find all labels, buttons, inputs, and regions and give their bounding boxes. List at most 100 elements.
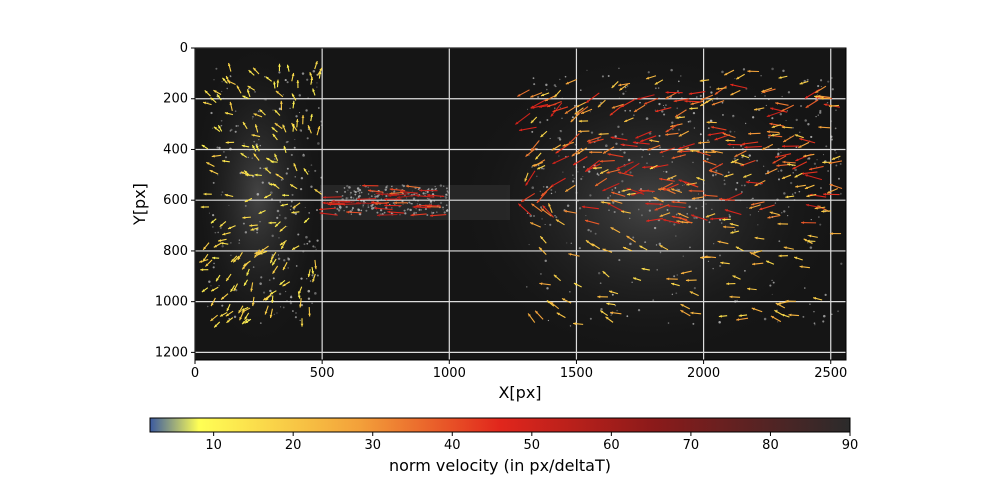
particle: [403, 209, 406, 212]
velocity-arrow: [599, 159, 615, 163]
colorbar-tick-label: 10: [205, 438, 222, 453]
particle: [270, 191, 273, 194]
particle: [771, 67, 774, 71]
velocity-arrow: [806, 193, 817, 198]
particle: [781, 95, 783, 98]
velocity-arrow: [248, 69, 255, 76]
velocity-arrow: [704, 150, 716, 154]
particle: [295, 265, 298, 267]
velocity-arrow: [598, 132, 609, 136]
velocity-arrow: [761, 143, 774, 151]
velocity-arrow: [626, 192, 636, 196]
particle: [782, 69, 785, 73]
particle: [311, 274, 314, 277]
particle: [654, 87, 657, 90]
velocity-arrow: [249, 224, 258, 227]
velocity-arrow: [680, 309, 691, 317]
velocity-arrow: [718, 197, 735, 201]
velocity-arrow: [778, 75, 788, 79]
particle: [360, 209, 363, 212]
particle: [426, 214, 429, 217]
particle: [818, 216, 820, 218]
particle: [230, 254, 232, 257]
particle: [652, 299, 655, 302]
velocity-arrow: [561, 297, 572, 304]
velocity-arrow: [619, 83, 628, 91]
particle: [693, 216, 696, 220]
particle: [665, 104, 667, 107]
particle: [289, 209, 292, 211]
y-axis-label: Y[px]: [130, 183, 149, 226]
velocity-arrow: [663, 183, 679, 191]
particle: [235, 125, 238, 127]
particle: [278, 237, 280, 239]
velocity-arrow: [588, 138, 604, 144]
velocity-arrow: [778, 254, 788, 258]
particle: [344, 190, 347, 193]
velocity-arrow: [217, 238, 227, 242]
particle: [765, 104, 767, 106]
particle: [278, 214, 281, 216]
velocity-arrow: [293, 162, 298, 172]
velocity-arrow: [592, 166, 602, 170]
particle: [259, 221, 261, 223]
particle: [709, 86, 712, 88]
velocity-arrow: [781, 125, 793, 129]
velocity-arrow: [292, 202, 301, 209]
particle: [346, 184, 349, 188]
colorbar-tick-label: 80: [762, 438, 779, 453]
particle: [693, 287, 696, 290]
velocity-arrow: [803, 153, 815, 158]
velocity-arrow: [804, 174, 823, 181]
particle: [277, 257, 281, 261]
particle: [305, 235, 308, 239]
particle: [247, 88, 250, 90]
velocity-arrow: [282, 261, 288, 271]
particle: [802, 315, 805, 318]
particle: [718, 218, 722, 221]
velocity-arrow: [264, 305, 269, 315]
velocity-arrow: [602, 270, 610, 278]
velocity-arrow: [253, 153, 260, 161]
particle: [734, 77, 736, 80]
particle: [276, 209, 280, 213]
velocity-arrow: [822, 160, 832, 164]
velocity-arrow: [781, 174, 792, 180]
velocity-arrow: [224, 193, 234, 198]
particle: [733, 157, 737, 160]
particle: [293, 207, 296, 210]
particle: [362, 204, 364, 206]
velocity-arrow: [794, 172, 803, 178]
velocity-arrow: [798, 141, 810, 149]
velocity-arrow: [795, 184, 806, 188]
particle: [707, 127, 710, 130]
particle: [297, 233, 300, 236]
particle: [268, 279, 271, 281]
velocity-arrow: [283, 145, 287, 154]
particle: [415, 211, 417, 214]
velocity-arrow: [251, 296, 255, 307]
particle: [783, 210, 786, 213]
particle: [290, 205, 292, 207]
velocity-arrow: [200, 205, 210, 209]
particle: [545, 88, 548, 91]
particle: [646, 162, 648, 164]
particle: [627, 158, 631, 162]
velocity-arrow: [730, 89, 741, 96]
particle: [822, 320, 825, 323]
particle: [714, 173, 717, 176]
velocity-arrow: [688, 189, 704, 193]
velocity-arrow: [591, 243, 601, 250]
particle: [813, 310, 815, 313]
particle: [736, 299, 738, 302]
velocity-arrow: [620, 143, 638, 147]
velocity-arrow: [743, 173, 752, 178]
particle: [426, 191, 429, 194]
particle: [299, 319, 301, 322]
velocity-arrow: [251, 144, 257, 152]
velocity-arrow: [237, 252, 243, 261]
velocity-arrow: [766, 110, 785, 118]
particle: [367, 206, 370, 208]
particle: [663, 106, 666, 109]
particle: [771, 279, 773, 282]
